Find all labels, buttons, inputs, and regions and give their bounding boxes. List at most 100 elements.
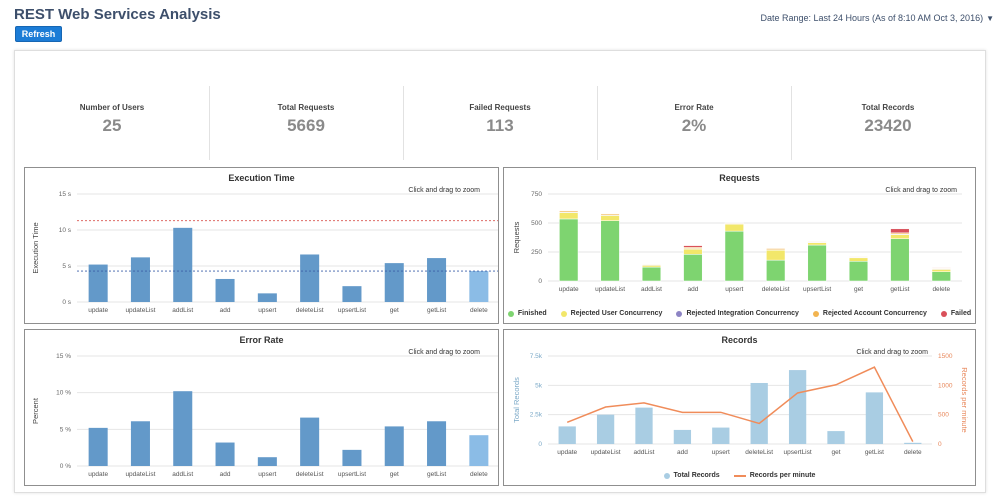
bar-rejected-user-concurrency-delete [931, 269, 951, 272]
error-rate-chart[interactable]: Error Rate Click and drag to zoom 0 % 5 %… [24, 329, 499, 486]
stat-label: Failed Requests [469, 103, 531, 112]
bar-updatelist [596, 414, 615, 444]
bar-get [827, 431, 845, 444]
bar-upsertlist [342, 449, 362, 466]
legend-dot [676, 310, 683, 317]
x-tick-label: get [831, 449, 840, 456]
y-axis-title: Percent [31, 397, 40, 424]
x-tick-label: getList [890, 286, 909, 293]
bar-upsert [257, 457, 277, 466]
stat-value: 113 [486, 116, 514, 135]
stat-value: 2% [681, 116, 707, 135]
bar-rejected-user-concurrency-updatelist [600, 215, 620, 221]
x-tick-label: upsertList [338, 307, 366, 314]
y-tick-label: 15 % [56, 353, 71, 360]
date-range-label: Date Range: Last 24 Hours (As of 8:10 AM… [760, 13, 984, 23]
x-tick-label: delete [932, 286, 950, 293]
legend-dot [812, 310, 819, 317]
x-tick-label: get [390, 471, 399, 478]
y-tick-label: 10 % [56, 390, 71, 397]
execution-time-chart[interactable]: Execution Time Click and drag to zoom 0 … [24, 167, 499, 324]
legend-item-finished[interactable]: Finished [507, 310, 547, 317]
bar-rejected-user-concurrency-upsertlist [807, 242, 827, 246]
stat-failed-requests: Failed Requests 113 [403, 83, 597, 163]
legend-item-failed[interactable]: Failed [940, 310, 971, 317]
x-tick-label: delete [470, 471, 488, 478]
stat-label: Number of Users [79, 103, 145, 112]
y-tick-label: 7.5k [530, 353, 543, 360]
x-tick-label: addList [634, 449, 655, 456]
legend-label: Records per minute [749, 472, 816, 479]
bar-upsertlist [788, 370, 807, 444]
x-tick-label: upsertList [803, 286, 831, 293]
error-rate-plot[interactable]: 0 % 5 % 10 % 15 % Percent update updateList add… [25, 330, 498, 485]
y-tick-label: 750 [531, 191, 542, 198]
requests-chart[interactable]: Requests Click and drag to zoom 0 250 500 7… [503, 167, 976, 324]
bar-get [384, 263, 404, 302]
x-tick-label: update [559, 286, 579, 293]
bar-rejected-user-concurrency-upsert [724, 223, 744, 232]
y-tick-label: 0 [538, 441, 542, 448]
legend-label: Total Records [673, 472, 720, 479]
refresh-button[interactable]: Refresh [15, 26, 62, 42]
records-legend: Total Records Records per minute [504, 472, 975, 479]
y-tick-label: 2.5k [530, 412, 543, 419]
bar-failed-getlist [890, 228, 910, 234]
bar-add [215, 278, 235, 302]
bar-rejected-user-concurrency-get [848, 257, 869, 262]
legend-item-rejected-user-concurrency[interactable]: Rejected User Concurrency [560, 310, 662, 317]
stat-label: Total Records [861, 103, 915, 112]
bar-finished-upsertlist [807, 244, 827, 282]
x-tick-label: get [390, 307, 399, 314]
y-tick-label: 10 s [59, 227, 72, 234]
legend-item-rejected-account-concurrency[interactable]: Rejected Account Concurrency [812, 310, 927, 317]
bar-finished-updatelist [600, 220, 620, 282]
legend-dot [940, 310, 947, 317]
bar-update [88, 427, 108, 466]
bar-getlist [865, 392, 884, 444]
bar-getlist [427, 421, 447, 466]
bar-add [215, 442, 235, 466]
x-tick-label: deleteList [296, 471, 324, 478]
x-tick-label: update [88, 471, 108, 478]
y-tick-label: 0 s [62, 299, 71, 306]
x-tick-label: deleteList [296, 307, 324, 314]
execution-time-plot[interactable]: 0 s 5 s 10 s 15 s Execution Time update update… [25, 168, 498, 323]
line-records-per-minute [566, 366, 914, 442]
y-tick-label: 0 % [60, 463, 71, 470]
bar-failed-delete [931, 267, 951, 269]
y-axis-title: Execution Time [31, 222, 40, 273]
requests-plot[interactable]: 0 250 500 750 Requests update updateList addLis… [504, 168, 975, 323]
x-tick-label: upsert [258, 307, 276, 314]
x-tick-label: upsert [725, 286, 743, 293]
zoom-hint: Click and drag to zoom [408, 349, 480, 356]
chart-title: Requests [719, 173, 760, 183]
x-tick-label: deleteList [762, 286, 790, 293]
bar-finished-update [559, 218, 579, 282]
stat-error-rate: Error Rate 2% [597, 83, 791, 163]
stat-number-of-users: Number of Users 25 [15, 83, 209, 163]
stat-value: 25 [102, 116, 122, 135]
legend-item-total-records[interactable]: Total Records [663, 472, 720, 479]
legend-item-records-per-minute[interactable]: Records per minute [733, 472, 816, 479]
records-plot[interactable]: 0 2.5k 5k 7.5k Total Records update updateList… [504, 330, 975, 485]
y-axis-title: Total Records [512, 377, 521, 423]
bar-deletelist [750, 382, 768, 444]
bar-add [673, 429, 692, 444]
y2-tick-label: 500 [938, 412, 949, 419]
records-chart[interactable]: Records Click and drag to zoom 0 2.5k 5k 7.… [503, 329, 976, 486]
bar-finished-delete [931, 271, 951, 282]
legend-item-rejected-integration-concurrency[interactable]: Rejected Integration Concurrency [676, 310, 799, 317]
x-tick-label: delete [470, 307, 488, 314]
date-range-selector[interactable]: Date Range: Last 24 Hours (As of 8:10 AM… [760, 13, 994, 23]
x-tick-label: add [687, 286, 698, 293]
legend-label: Rejected Account Concurrency [822, 310, 927, 317]
bar-deletelist [300, 254, 320, 302]
x-tick-label: delete [904, 449, 922, 456]
bar-delete [469, 271, 489, 302]
x-tick-label: updateList [125, 471, 155, 478]
x-tick-label: add [677, 449, 688, 456]
legend-dot [507, 310, 514, 317]
chart-title: Execution Time [228, 173, 295, 183]
bar-addlist [173, 391, 193, 466]
